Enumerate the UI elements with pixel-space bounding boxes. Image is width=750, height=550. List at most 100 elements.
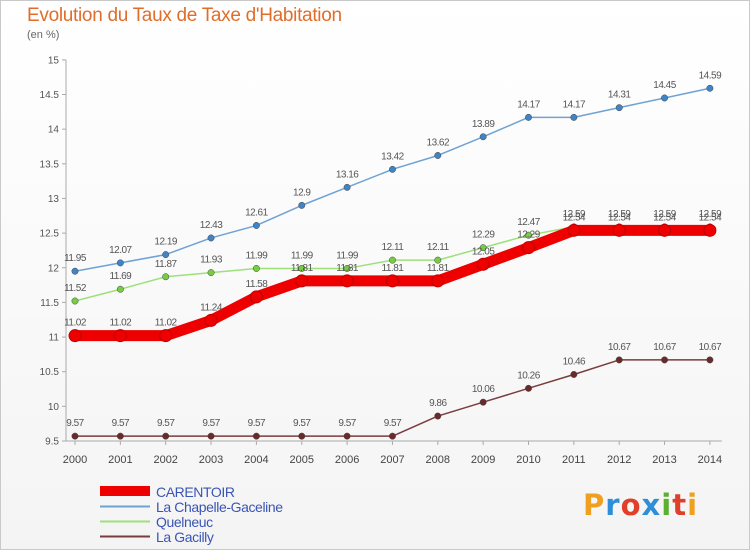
x-tick-label: 2008 [426, 454, 450, 466]
data-point [204, 313, 218, 327]
data-point [706, 356, 714, 364]
data-label: 11.81 [382, 263, 405, 274]
data-label: 10.46 [563, 356, 586, 367]
data-point [479, 133, 487, 141]
data-point [703, 223, 717, 237]
x-tick-label: 2007 [380, 454, 404, 466]
data-label: 12.29 [472, 230, 495, 241]
x-tick-label: 2001 [108, 454, 132, 466]
data-label: 12.9 [293, 187, 311, 198]
data-point [298, 201, 306, 209]
y-tick-label: 14.5 [40, 90, 60, 101]
logo-letter: x [641, 488, 662, 522]
data-point [71, 297, 79, 305]
data-label: 12.59 [653, 209, 676, 220]
data-point [525, 384, 532, 392]
data-label: 12.29 [517, 230, 540, 241]
data-label: 10.67 [699, 342, 722, 353]
data-label: 13.62 [427, 137, 450, 148]
data-point [116, 259, 124, 267]
data-point [434, 152, 442, 159]
logo-letter: r [605, 488, 621, 522]
data-point [615, 104, 623, 112]
data-point [385, 274, 399, 288]
data-label: 13.42 [381, 151, 404, 162]
x-tick-label: 2012 [607, 454, 631, 466]
data-point [71, 432, 79, 440]
data-point [434, 412, 442, 420]
data-label: 12.59 [699, 209, 722, 220]
legend-swatch [100, 505, 150, 508]
data-point [612, 223, 626, 237]
data-label: 11.81 [291, 263, 314, 274]
legend-item: La Chapelle-Gaceline [100, 499, 283, 515]
data-point [162, 273, 170, 281]
data-point [207, 234, 215, 242]
data-point [343, 432, 351, 440]
data-label: 11.69 [109, 271, 132, 282]
data-label: 12.07 [109, 245, 132, 256]
data-label: 11.81 [427, 263, 450, 274]
data-point [252, 222, 260, 229]
data-label: 11.52 [64, 283, 87, 294]
data-point [252, 264, 260, 272]
x-tick-label: 2005 [290, 454, 314, 466]
data-point [207, 269, 215, 277]
data-label: 9.57 [157, 418, 175, 429]
data-point [479, 398, 487, 406]
data-point [116, 432, 124, 440]
data-point [116, 285, 124, 293]
data-point [567, 223, 581, 237]
x-tick-label: 2011 [562, 454, 586, 466]
legend-label: La Gacilly [156, 528, 214, 545]
data-label: 10.67 [608, 342, 631, 353]
data-label: 12.54 [699, 212, 722, 223]
data-label: 10.67 [653, 342, 676, 353]
data-label: 9.57 [384, 418, 402, 429]
data-label: 13.16 [336, 169, 359, 180]
y-tick-label: 14 [48, 125, 60, 136]
data-label: 11.02 [155, 318, 178, 329]
data-label: 12.43 [200, 220, 223, 231]
y-tick-label: 13.5 [40, 159, 60, 170]
data-label: 12.11 [382, 242, 405, 253]
y-tick-label: 10 [48, 402, 60, 413]
data-point [570, 113, 578, 121]
data-label: 14.17 [563, 99, 586, 110]
chart-legend: CARENTOIR La Chapelle-Gaceline Quelneuc … [100, 484, 283, 545]
legend-swatch [100, 535, 150, 538]
data-point [522, 241, 535, 255]
data-point [389, 432, 396, 440]
data-point [162, 251, 170, 259]
data-point [340, 274, 354, 288]
data-point [298, 264, 306, 272]
data-point [615, 356, 623, 364]
data-point [71, 267, 79, 275]
data-label: 12.54 [563, 212, 586, 223]
data-label: 14.17 [517, 99, 540, 110]
data-label: 9.57 [202, 418, 220, 429]
data-point [389, 165, 396, 173]
data-label: 10.06 [472, 384, 495, 395]
data-label: 11.95 [64, 253, 87, 264]
data-label: 11.24 [200, 302, 223, 313]
x-tick-label: 2013 [652, 454, 676, 466]
data-label: 13.89 [472, 119, 495, 130]
data-label: 9.86 [429, 398, 447, 409]
data-label: 11.99 [291, 250, 314, 261]
data-point [476, 257, 490, 271]
data-label: 12.61 [245, 207, 268, 218]
data-label: 11.81 [336, 263, 359, 274]
x-tick-label: 2002 [153, 454, 177, 466]
data-point [207, 432, 215, 440]
proxiti-logo: Proxiti [583, 488, 698, 522]
legend-label: Quelneuc [156, 513, 213, 530]
data-point [525, 113, 532, 121]
x-tick-label: 2009 [471, 454, 495, 466]
x-tick-label: 2010 [516, 454, 540, 466]
legend-item: Quelneuc [100, 513, 283, 530]
data-label: 12.59 [563, 209, 586, 220]
data-label: 9.57 [112, 418, 130, 429]
data-label: 10.26 [517, 370, 540, 381]
